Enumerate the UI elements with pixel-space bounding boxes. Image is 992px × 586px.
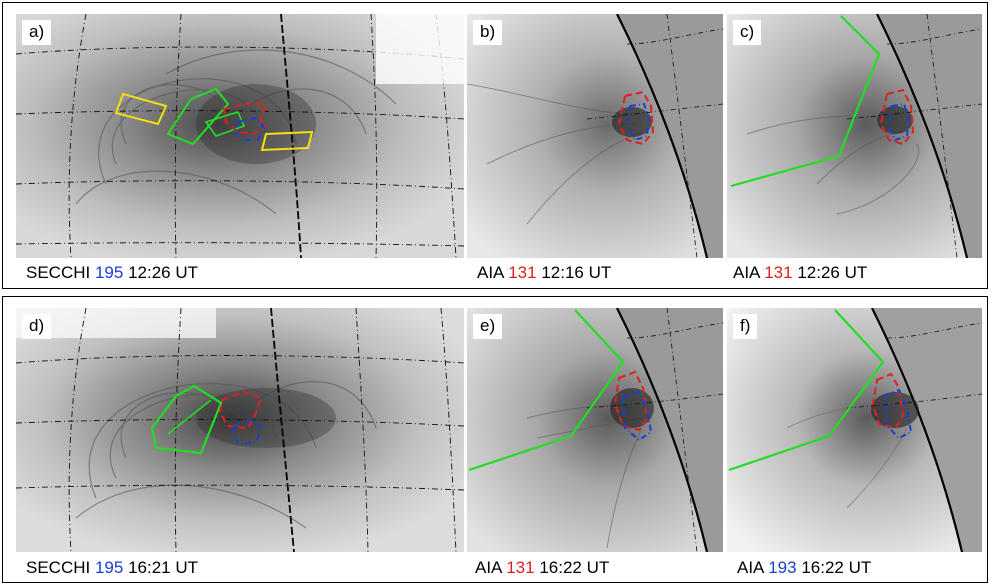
channel-wavelength: 195 xyxy=(94,558,124,577)
channel-wavelength: 131 xyxy=(508,263,537,282)
channel-wavelength: 131 xyxy=(506,558,535,577)
panel-d-label: d) xyxy=(22,314,52,339)
channel-wavelength: 195 xyxy=(94,263,124,282)
panel-a-label: a) xyxy=(22,20,52,45)
instrument-name: AIA xyxy=(733,263,760,282)
instrument-name: AIA xyxy=(737,558,764,577)
observation-time: 12:26 UT xyxy=(797,263,868,282)
panel-d-caption: SECCHI 195 16:21 UT xyxy=(26,558,198,578)
panel-f-label: f) xyxy=(733,314,758,339)
observation-time: 16:22 UT xyxy=(801,558,872,577)
instrument-name: SECCHI xyxy=(26,263,91,282)
instrument-name: AIA xyxy=(475,558,502,577)
observation-time: 16:22 UT xyxy=(539,558,610,577)
panel-c-caption: AIA 131 12:26 UT xyxy=(733,263,867,283)
panel-a-caption: SECCHI 195 12:26 UT xyxy=(26,263,198,283)
panel-b-label: b) xyxy=(473,20,503,45)
panel-e-caption: AIA 131 16:22 UT xyxy=(475,558,609,578)
panel-c-label: c) xyxy=(733,20,762,45)
panel-c-aia-image: c) xyxy=(727,14,982,258)
panel-e-aia-image: e) xyxy=(467,308,723,552)
observation-time: 16:21 UT xyxy=(128,558,199,577)
panel-b-caption: AIA 131 12:16 UT xyxy=(477,263,611,283)
panel-e-label: e) xyxy=(473,314,503,339)
panel-a-secchi-image: a) xyxy=(16,14,464,258)
panel-f-caption: AIA 193 16:22 UT xyxy=(737,558,871,578)
panel-f-aia-image: f) xyxy=(727,308,982,552)
instrument-name: SECCHI xyxy=(26,558,91,577)
channel-wavelength: 193 xyxy=(768,558,797,577)
observation-time: 12:16 UT xyxy=(541,263,612,282)
panel-d-secchi-image: d) xyxy=(16,308,464,552)
instrument-name: AIA xyxy=(477,263,504,282)
channel-wavelength: 131 xyxy=(764,263,793,282)
panel-b-aia-image: b) xyxy=(467,14,723,258)
observation-time: 12:26 UT xyxy=(128,263,199,282)
